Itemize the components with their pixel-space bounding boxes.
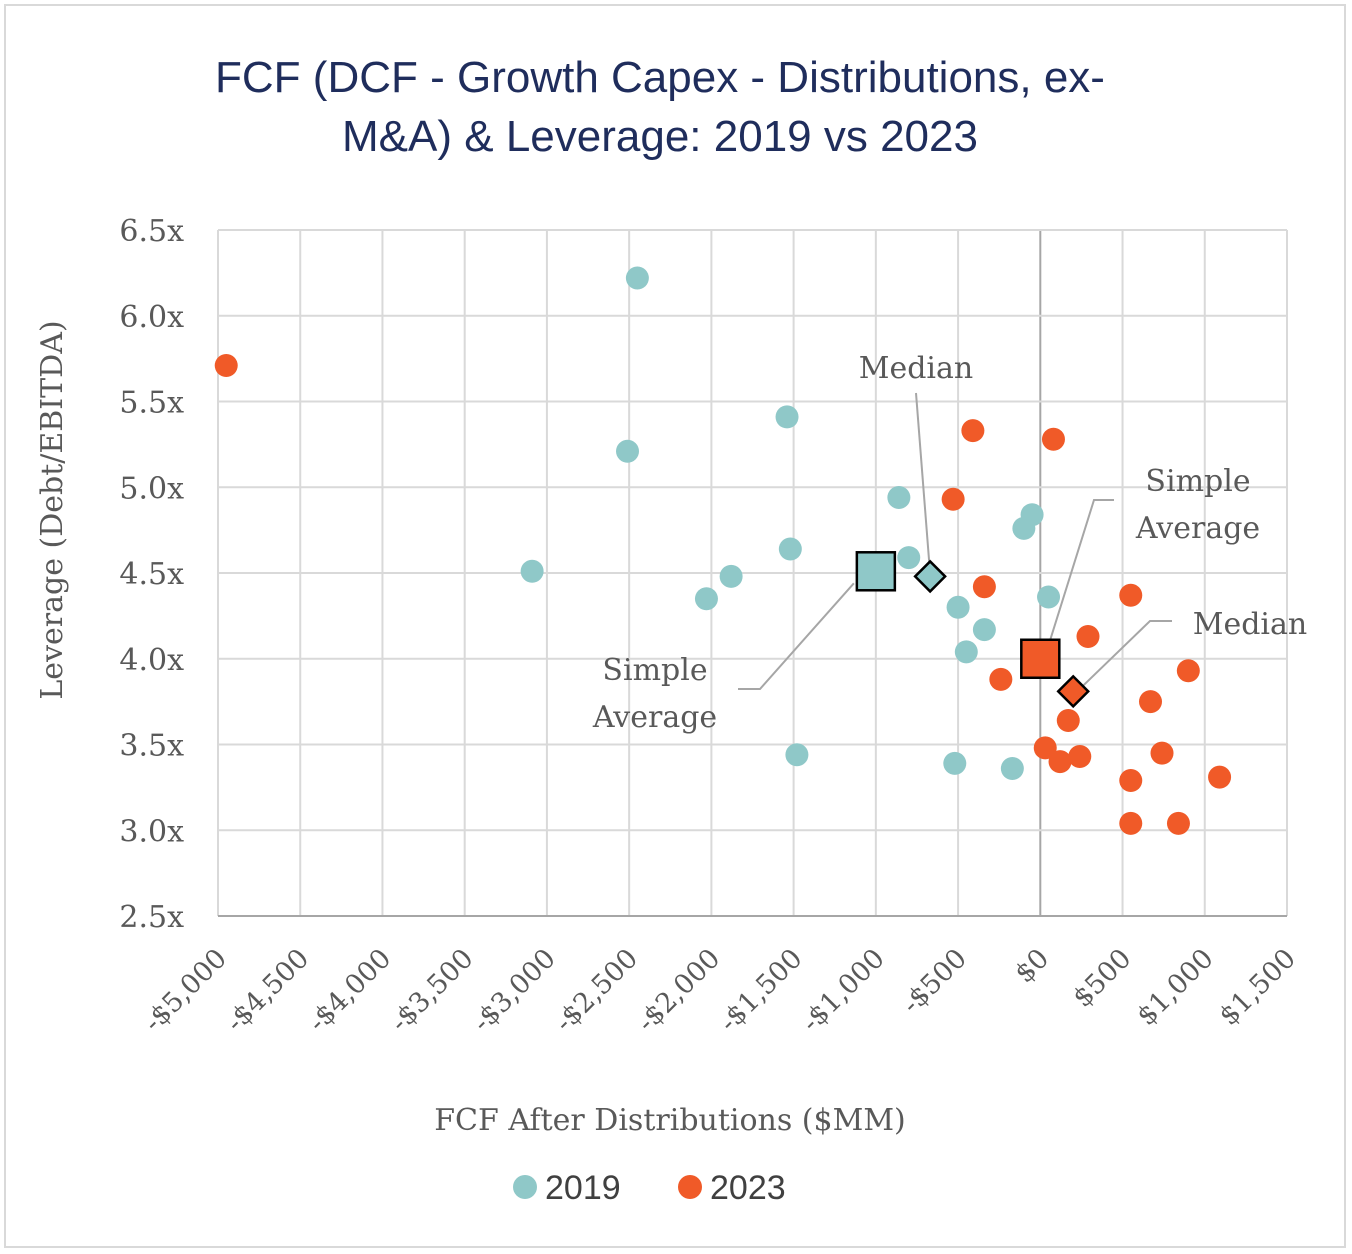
point-2023 <box>972 575 996 599</box>
y-tick-label: 2.5x <box>119 900 184 935</box>
median-marker-2023 <box>1056 674 1090 709</box>
point-2019 <box>694 587 718 611</box>
data-points <box>214 266 1232 835</box>
x-tick-label: $1,000 <box>1131 943 1220 1032</box>
y-tick-label: 4.0x <box>119 643 184 678</box>
chart-title: FCF (DCF - Growth Capex - Distributions,… <box>215 53 1105 161</box>
y-tick-label: 6.0x <box>119 300 184 335</box>
gridlines <box>217 229 1288 916</box>
x-tick-label: $1,500 <box>1213 943 1302 1032</box>
legend-marker-2019 <box>513 1175 537 1199</box>
y-tick-labels: 2.5x 3.0x 3.5x 4.0x 4.5x 5.0x 5.5x 6.0x 6.5x <box>119 214 184 935</box>
point-2023 <box>1119 583 1143 607</box>
average-2019-label-line-1: Simple <box>602 653 707 688</box>
legend: 2019 2023 <box>513 1169 786 1207</box>
average-2019-leader <box>738 582 855 690</box>
y-tick-label: 5.5x <box>119 386 184 421</box>
x-tick-label: -$1,000 <box>796 943 891 1038</box>
y-tick-label: 4.5x <box>119 557 184 592</box>
chart-title-line-1: FCF (DCF - Growth Capex - Distributions,… <box>215 53 1105 102</box>
x-tick-labels: -$5,000-$4,500-$4,000-$3,500-$3,000-$2,5… <box>138 943 1302 1038</box>
point-2019 <box>887 486 911 510</box>
annotations: Median Median Simple Average Simple Aver… <box>592 351 1307 735</box>
point-2023 <box>1041 427 1065 451</box>
y-tick-label: 5.0x <box>119 471 184 506</box>
point-2023 <box>1076 624 1100 648</box>
point-2019 <box>972 618 996 642</box>
point-2023 <box>1166 811 1190 835</box>
point-2023 <box>1048 750 1072 774</box>
point-2023 <box>1033 736 1057 760</box>
legend-marker-2023 <box>678 1175 702 1199</box>
x-axis-title: FCF After Distributions ($MM) <box>434 1103 906 1138</box>
average-2023-label-line-1: Simple <box>1145 464 1250 499</box>
point-2019 <box>1000 757 1024 781</box>
point-2019 <box>778 537 802 561</box>
x-tick-label: -$1,500 <box>713 943 808 1038</box>
point-2023 <box>1119 769 1143 793</box>
point-2019 <box>954 640 978 664</box>
point-2019 <box>719 564 743 588</box>
point-2023 <box>1176 659 1200 683</box>
point-2023 <box>989 667 1013 691</box>
point-2023 <box>1056 708 1080 732</box>
point-2023 <box>941 487 965 511</box>
point-2019 <box>775 405 799 429</box>
point-2019 <box>1037 585 1061 609</box>
x-tick-label: -$5,000 <box>138 943 233 1038</box>
x-tick-label: -$2,500 <box>549 943 644 1038</box>
x-tick-label: $500 <box>1067 943 1138 1014</box>
point-2023 <box>1119 811 1143 835</box>
point-2019 <box>897 546 921 570</box>
chart-title-line-2: M&A) & Leverage: 2019 vs 2023 <box>342 112 978 161</box>
median-2019-leader <box>915 392 931 573</box>
point-2019 <box>946 595 970 619</box>
point-2019 <box>616 439 640 463</box>
point-2023 <box>1068 745 1092 769</box>
point-2023 <box>1138 690 1162 714</box>
x-tick-label: -$500 <box>896 943 973 1020</box>
annotation-leaders <box>738 392 1172 695</box>
x-tick-label: $0 <box>1009 943 1055 989</box>
legend-label-2023: 2023 <box>710 1169 786 1207</box>
x-tick-label: -$4,000 <box>302 943 397 1038</box>
y-axis-title: Leverage (Debt/EBITDA) <box>35 320 70 699</box>
summary-markers <box>855 551 1090 709</box>
average-2023-label-line-2: Average <box>1135 511 1260 546</box>
point-2023 <box>1150 741 1174 765</box>
point-2023 <box>1208 765 1232 789</box>
point-2023 <box>961 419 985 443</box>
average-marker-2019 <box>855 551 897 592</box>
point-2019 <box>625 266 649 290</box>
point-2023 <box>214 353 238 377</box>
y-tick-label: 3.5x <box>119 729 184 764</box>
point-2019 <box>1012 516 1036 540</box>
x-tick-label: -$2,000 <box>631 943 726 1038</box>
y-tick-label: 3.0x <box>119 814 184 849</box>
median-2019-label: Median <box>859 351 973 386</box>
average-2023-leader <box>1043 499 1114 660</box>
point-2019 <box>520 559 544 583</box>
x-tick-label: -$4,500 <box>220 943 315 1038</box>
median-2023-label: Median <box>1193 607 1307 642</box>
point-2019 <box>785 743 809 767</box>
point-2019 <box>943 751 967 775</box>
median-2023-leader <box>1074 620 1172 695</box>
y-tick-label: 6.5x <box>119 214 184 249</box>
x-tick-label: -$3,000 <box>467 943 562 1038</box>
average-2019-label-line-2: Average <box>592 700 717 735</box>
legend-label-2019: 2019 <box>545 1169 621 1207</box>
median-marker-2019 <box>913 559 947 594</box>
x-tick-label: -$3,500 <box>384 943 479 1038</box>
average-marker-2023 <box>1020 638 1061 679</box>
